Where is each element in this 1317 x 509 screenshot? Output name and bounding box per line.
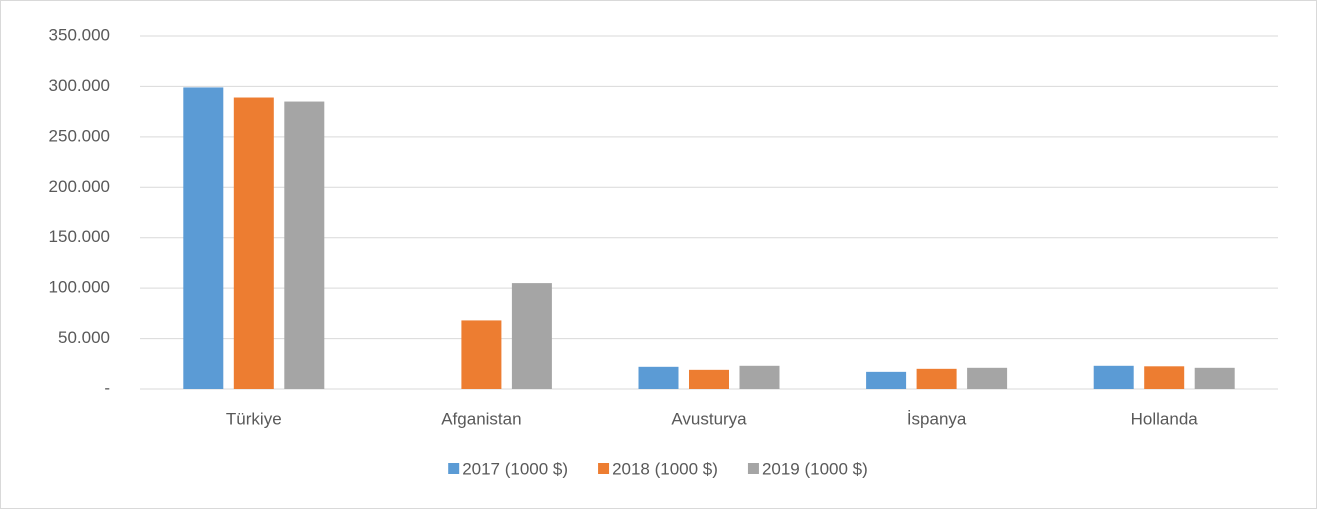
y-tick-label: 50.000 (58, 328, 110, 347)
legend-label: 2019 (1000 $) (762, 459, 868, 478)
bar (866, 371, 907, 389)
bar (233, 97, 274, 389)
y-tick-label: 150.000 (49, 227, 110, 246)
bar (1093, 365, 1134, 389)
x-tick-label: Avusturya (671, 409, 747, 428)
bar (284, 101, 325, 390)
y-tick-label: 200.000 (49, 177, 110, 196)
x-tick-label: İspanya (907, 409, 967, 428)
y-tick-label: 100.000 (49, 278, 110, 297)
y-tick-label: 250.000 (49, 126, 110, 145)
bar (689, 369, 729, 389)
x-tick-label: Hollanda (1131, 409, 1199, 428)
bar (739, 365, 780, 389)
x-tick-label: Afganistan (441, 409, 521, 428)
bar (916, 368, 957, 389)
y-tick-label: 300.000 (49, 76, 110, 95)
y-tick-label: 350.000 (49, 25, 110, 44)
bar (638, 366, 679, 389)
bar (1194, 367, 1235, 389)
legend-label: 2017 (1000 $) (462, 459, 568, 478)
legend-swatch (448, 463, 460, 474)
legend-label: 2018 (1000 $) (612, 459, 718, 478)
bar (183, 87, 224, 390)
legend-swatch (598, 463, 610, 474)
bar (1144, 366, 1185, 389)
y-tick-label: - (104, 378, 110, 397)
x-tick-label: Türkiye (226, 409, 282, 428)
bar (461, 320, 502, 389)
legend-swatch (747, 463, 759, 474)
bar (511, 283, 552, 389)
bar (967, 367, 1008, 389)
